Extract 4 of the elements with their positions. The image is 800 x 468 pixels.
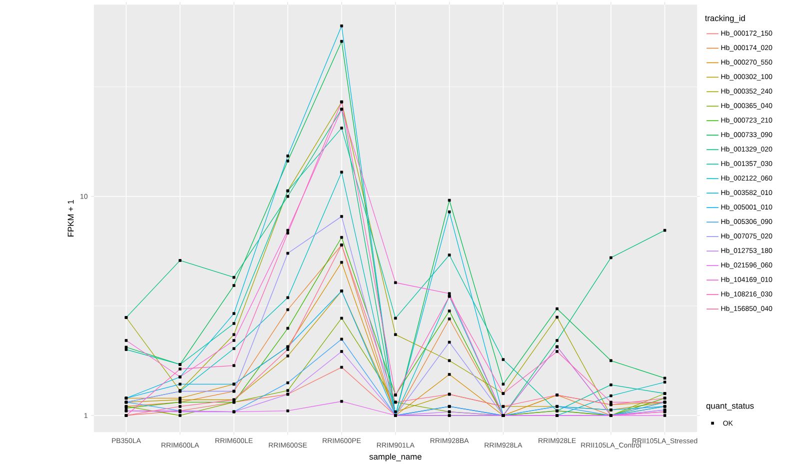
text: quant_status (706, 403, 754, 411)
x-axis-title: sample_name (369, 454, 422, 462)
y-axis-title: FPKM + 1 (68, 200, 74, 237)
legend-title: tracking_id (704, 15, 745, 23)
